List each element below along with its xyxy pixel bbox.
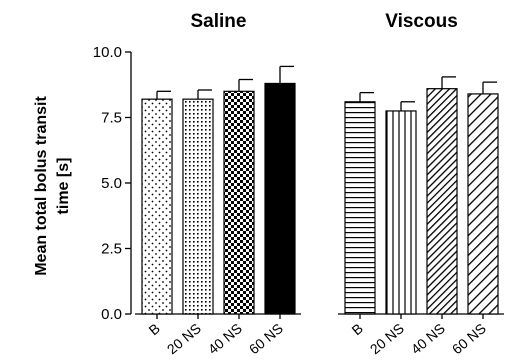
bar <box>182 98 214 315</box>
y-tick-label: 2.5 <box>101 241 122 258</box>
x-tick-label: 40 NS <box>205 320 245 357</box>
group-title: Viscous <box>385 11 458 32</box>
x-tick-label: B <box>348 320 365 338</box>
y-tick-label: 0.0 <box>101 306 122 323</box>
x-tick-label: 60 NS <box>246 320 286 357</box>
bar <box>467 93 499 315</box>
bar <box>385 110 417 315</box>
bar <box>426 88 458 315</box>
y-axis-label-line: Mean total bolus transit <box>33 96 50 276</box>
x-tick-label: 60 NS <box>449 320 489 357</box>
x-tick-label: 40 NS <box>408 320 448 357</box>
x-tick-label: 20 NS <box>164 320 204 357</box>
plot-area: 0.0 2.5 5.0 7.5 10.0 Mean total bolus transit… <box>33 11 504 357</box>
y-tick-label: 5.0 <box>101 175 122 192</box>
bar <box>141 98 173 315</box>
x-tick-label: B <box>145 320 162 338</box>
y-axis-label-line: time [s] <box>55 158 72 215</box>
y-tick-label: 10.0 <box>93 44 122 61</box>
y-tick-label: 7.5 <box>101 110 122 127</box>
bar <box>344 101 376 315</box>
group-title: Saline <box>191 11 247 32</box>
y-axis-label: Mean total bolus transit time [s] <box>33 96 72 276</box>
x-tick-label: 20 NS <box>367 320 407 357</box>
bar <box>264 82 296 315</box>
bar <box>223 90 255 315</box>
